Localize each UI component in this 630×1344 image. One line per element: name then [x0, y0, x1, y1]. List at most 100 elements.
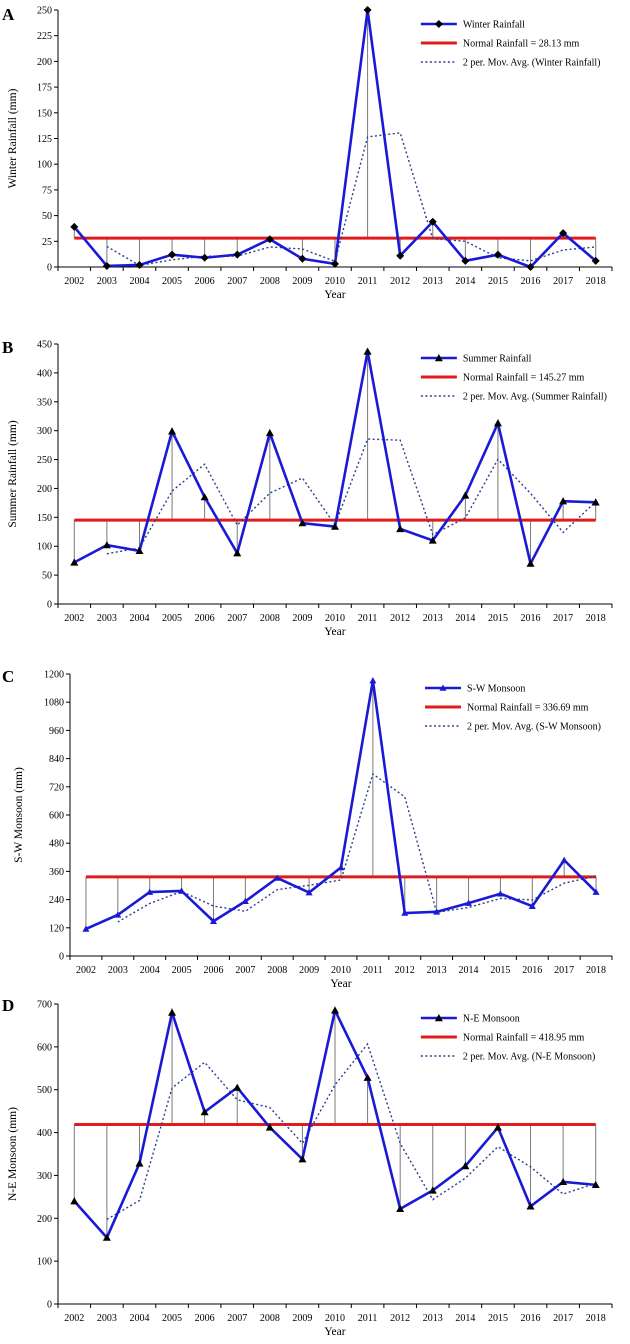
x-tick-label: 2002 — [64, 1313, 84, 1324]
x-tick-label: 2014 — [455, 613, 475, 624]
legend-moving-average-label: 2 per. Mov. Avg. (Winter Rainfall) — [463, 58, 601, 69]
legend-normal-label: Normal Rainfall = 145.27 mm — [463, 373, 585, 384]
data-point — [591, 498, 600, 506]
data-point — [209, 917, 217, 925]
data-point — [401, 909, 409, 916]
y-tick-label: 600 — [49, 811, 64, 822]
chart-panel-d: D 0 100 200 300 400 500 600 700 2002 2003 2004 2005 2… — [2, 996, 613, 1338]
data-point — [168, 250, 177, 259]
data-point — [591, 256, 600, 265]
data-point — [363, 347, 372, 355]
data-point — [493, 1123, 502, 1131]
legend-series-label: Summer Rainfall — [463, 354, 532, 365]
data-point — [363, 1073, 372, 1081]
data-point — [526, 1202, 535, 1210]
y-tick-label: 840 — [49, 754, 64, 765]
legend-moving-average-label: 2 per. Mov. Avg. (Summer Rainfall) — [463, 392, 607, 403]
data-point — [70, 558, 79, 566]
x-tick-label: 2010 — [331, 965, 351, 976]
x-tick-label: 2011 — [358, 276, 378, 287]
x-tick-label: 2007 — [227, 276, 247, 287]
x-tick-label: 2016 — [521, 613, 541, 624]
x-tick-label: 2003 — [108, 965, 128, 976]
y-tick-label: 0 — [47, 600, 52, 611]
data-point — [363, 6, 372, 14]
x-tick-label: 2018 — [586, 1313, 606, 1324]
x-tick-label: 2013 — [423, 276, 443, 287]
y-tick-label: 100 — [37, 542, 52, 553]
x-tick-label: 2005 — [162, 613, 182, 624]
x-tick-label: 2004 — [129, 613, 149, 624]
data-point — [265, 1123, 274, 1131]
data-point — [200, 253, 209, 262]
x-tick-label: 2002 — [64, 276, 84, 287]
x-tick-label: 2012 — [395, 965, 415, 976]
x-tick-label: 2008 — [267, 965, 287, 976]
legend-series-marker — [434, 20, 443, 28]
x-tick-label: 2011 — [358, 613, 378, 624]
y-tick-label: 0 — [47, 263, 52, 274]
data-point — [265, 428, 274, 437]
y-axis-title: Summer Rainfall (mm) — [7, 420, 19, 527]
data-point — [526, 263, 535, 271]
data-point — [146, 888, 154, 895]
data-point — [102, 541, 111, 549]
x-tick-label: 2005 — [172, 965, 192, 976]
y-tick-label: 350 — [37, 397, 52, 408]
series-line — [85, 680, 597, 931]
y-tick-label: 600 — [37, 1042, 52, 1053]
x-axis-title: Year — [324, 1326, 345, 1338]
data-point — [331, 259, 339, 268]
y-tick-label: 0 — [47, 1300, 52, 1311]
x-axis-title: Year — [324, 626, 345, 638]
data-point — [396, 524, 405, 533]
data-point — [241, 897, 249, 905]
x-tick-label: 2004 — [129, 1313, 149, 1324]
x-tick-label: 2005 — [162, 1313, 182, 1324]
x-tick-label: 2002 — [64, 613, 84, 624]
x-tick-label: 2017 — [553, 276, 573, 287]
x-tick-label: 2009 — [292, 613, 312, 624]
legend-normal-label: Normal Rainfall = 418.95 mm — [463, 1033, 585, 1044]
legend-series-label: S-W Monsoon — [467, 684, 525, 695]
panel-label: D — [2, 996, 14, 1015]
y-tick-label: 125 — [37, 134, 52, 145]
y-tick-label: 960 — [49, 726, 64, 737]
x-tick-label: 2017 — [553, 1313, 573, 1324]
x-tick-label: 2013 — [423, 613, 443, 624]
data-point — [560, 856, 568, 863]
x-tick-label: 2004 — [140, 965, 160, 976]
x-tick-label: 2016 — [521, 276, 541, 287]
y-axis-title: N-E Monsoon (mm) — [7, 1107, 19, 1201]
data-point — [168, 427, 177, 435]
legend-series-marker — [434, 1014, 443, 1022]
panel-label: C — [2, 667, 14, 686]
y-tick-label: 1080 — [44, 698, 64, 709]
x-tick-label: 2014 — [459, 965, 479, 976]
y-tick-label: 50 — [42, 571, 52, 582]
chart-legend: S-W Monsoon Normal Rainfall = 336.69 mm 2 … — [425, 684, 601, 733]
chart-panel-a: A 0 25 50 75 100 125 150 175 200 225 250 2002 2003 200… — [2, 5, 613, 301]
legend-normal-label: Normal Rainfall = 336.69 mm — [467, 703, 589, 714]
y-tick-label: 700 — [37, 1000, 52, 1011]
data-point — [396, 1204, 405, 1213]
x-tick-label: 2009 — [292, 276, 312, 287]
data-point — [178, 887, 186, 894]
data-point — [114, 911, 122, 918]
data-point — [559, 497, 568, 505]
chart-legend: Summer Rainfall Normal Rainfall = 145.27 … — [420, 354, 607, 403]
data-point — [200, 1108, 209, 1116]
moving-average-line — [106, 438, 597, 555]
y-tick-label: 400 — [37, 368, 52, 379]
x-tick-label: 2017 — [553, 613, 573, 624]
y-tick-label: 200 — [37, 57, 52, 68]
chart-panel-c: C 0 120 240 360 480 600 720 840 960 1080 1200 2002 20… — [2, 667, 613, 990]
data-point — [331, 1006, 339, 1014]
y-tick-label: 100 — [37, 160, 52, 171]
y-tick-label: 480 — [49, 839, 64, 850]
panel-label: B — [2, 338, 13, 357]
y-tick-label: 1200 — [44, 670, 64, 681]
legend-series-marker — [434, 354, 443, 362]
data-point — [433, 908, 441, 915]
